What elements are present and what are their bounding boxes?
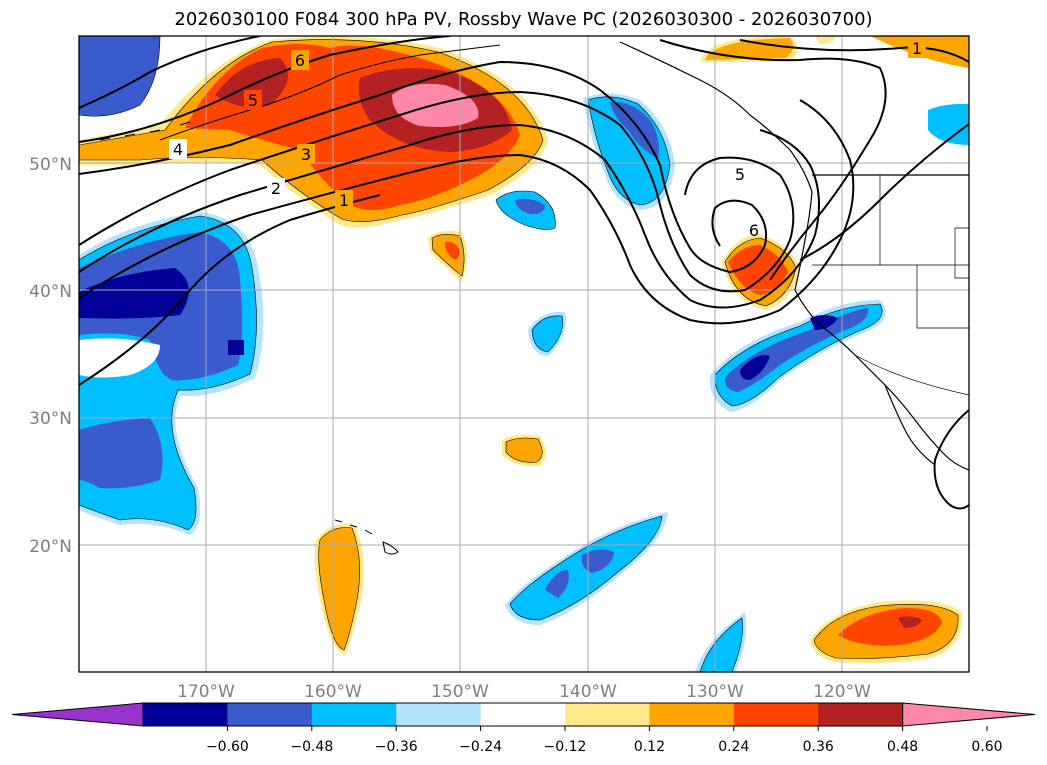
colorbar-extend-low (11, 702, 144, 727)
contour-label: 2 (271, 179, 281, 198)
contour-line (79, 194, 381, 386)
label-background (335, 190, 353, 210)
positive-anomaly-region (898, 616, 922, 628)
positive-anomaly-region (318, 527, 360, 651)
colorbar-extend-high (902, 702, 1036, 727)
colorbar-segment (396, 703, 482, 726)
contour-label: 6 (749, 221, 759, 240)
colorbar: −0.60 −0.48 −0.36 −0.24 −0.12 0.12 0.24 0.36 0.4… (11, 702, 1036, 755)
contour-label: 4 (173, 140, 183, 159)
state-border (812, 175, 969, 329)
north-america-coastline (619, 41, 969, 471)
colorbar-segment (227, 703, 313, 726)
lon-label: 120°W (813, 682, 871, 702)
lat-label: 30°N (29, 409, 72, 429)
positive-anomaly-region (505, 437, 543, 463)
label-background (731, 164, 749, 184)
contour-label: 3 (301, 145, 311, 164)
positive-anomaly-region (815, 36, 835, 44)
state-border (954, 227, 969, 279)
colorbar-tick-label: 0.60 (971, 739, 1002, 755)
negative-anomaly-region (79, 268, 189, 319)
negative-anomaly-region (699, 617, 743, 672)
contour-line (659, 39, 887, 281)
negative-anomaly-region (79, 418, 163, 489)
negative-anomaly-region (740, 355, 770, 380)
positive-anomaly-region (215, 58, 288, 108)
colorbar-tick-label: −0.60 (206, 739, 249, 755)
baja-coastline (884, 384, 936, 466)
negative-anomaly-region (928, 103, 969, 145)
map-title: 2026030100 F084 300 hPa PV, Rossby Wave … (174, 9, 873, 30)
negative-anomaly-region (228, 340, 244, 355)
colorbar-segment (480, 703, 566, 726)
positive-anomaly-region (838, 608, 942, 646)
label-background (291, 50, 309, 70)
gridlines (79, 36, 969, 672)
negative-anomaly-region (810, 315, 838, 330)
positive-anomaly-region (444, 241, 460, 260)
contour-line (79, 36, 451, 143)
contour-label: 1 (339, 191, 349, 210)
contour-label: 5 (248, 91, 258, 110)
lon-label: 140°W (559, 682, 617, 702)
lat-label: 40°N (29, 282, 72, 302)
colorbar-tick-label: 0.24 (718, 739, 749, 755)
label-background (297, 144, 315, 164)
negative-anomaly-region (79, 36, 161, 117)
contour-line (79, 60, 768, 274)
plot-frame (78, 35, 970, 673)
contour-line (799, 123, 969, 261)
negative-anomaly-region (515, 198, 545, 215)
lat-label: 50°N (29, 155, 72, 175)
colorbar-tick-label: −0.12 (544, 739, 587, 755)
colorbar-frame (142, 702, 904, 727)
contour-line (79, 36, 261, 109)
colorbar-segment (733, 703, 819, 726)
coastlines (99, 41, 969, 555)
contour-line (933, 409, 969, 510)
colorbar-segment (311, 703, 397, 726)
lon-label: 150°W (431, 682, 489, 702)
contour-line (739, 39, 969, 63)
colorbar-tick-label: −0.24 (459, 739, 502, 755)
colorbar-tick-label: 0.12 (634, 739, 665, 755)
negative-anomaly-region (531, 315, 563, 353)
lon-label: 160°W (304, 682, 362, 702)
contour-label: 1 (912, 39, 922, 58)
lat-label: 20°N (29, 537, 72, 557)
colorbar-tick-label: 0.48 (887, 739, 918, 755)
negative-anomaly-region (581, 549, 614, 573)
positive-anomaly-region (728, 245, 788, 295)
positive-anomaly-region (705, 38, 794, 60)
contour-label: 6 (295, 51, 305, 70)
lon-label: 130°W (686, 682, 744, 702)
colorbar-tick-label: −0.36 (375, 739, 418, 755)
aleutian-islands (99, 121, 191, 141)
positive-anomaly-region (431, 234, 465, 277)
colorbar-segment (565, 703, 650, 726)
contour-line (79, 123, 820, 309)
label-background (267, 178, 285, 198)
colorbar-tick-label: −0.48 (290, 739, 333, 755)
colorbar-segment (649, 703, 735, 726)
label-background (169, 139, 187, 159)
alaska-coastline (159, 44, 501, 141)
colorbar-tick-label: 0.36 (803, 739, 834, 755)
colorbar-segment (143, 703, 228, 726)
mexico-border (854, 354, 969, 396)
colorbar-segment (818, 703, 904, 726)
contour-line (79, 99, 855, 325)
negative-anomaly-region (545, 570, 569, 598)
label-background (244, 90, 262, 110)
hawaii-islands (334, 519, 399, 555)
negative-anomaly-region (610, 101, 659, 158)
label-background (908, 38, 926, 58)
lon-label: 170°W (177, 682, 235, 702)
contour-labels: 6 5 4 3 2 1 5 6 1 (169, 38, 926, 240)
pv-anomaly-fills (79, 36, 969, 672)
contour-label: 5 (735, 165, 745, 184)
